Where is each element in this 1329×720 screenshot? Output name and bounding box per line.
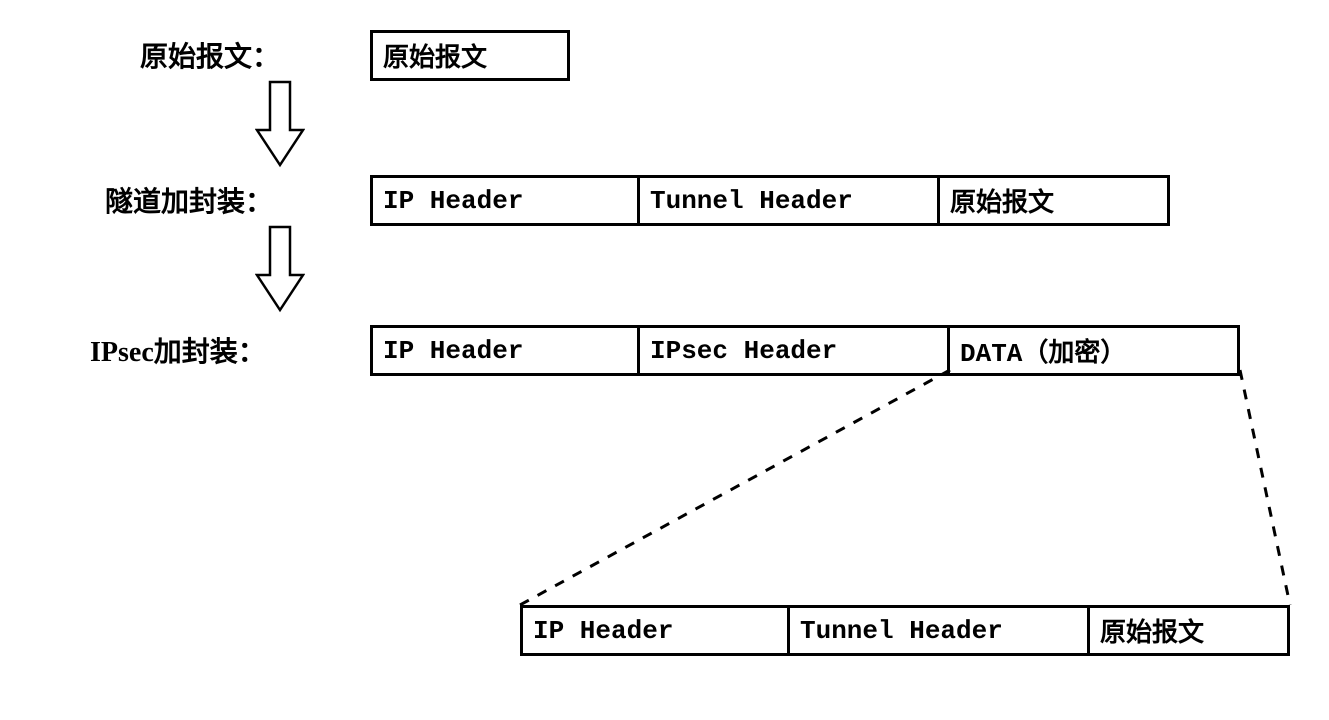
arrow-2 <box>255 225 305 320</box>
cell-ipsec-2: DATA（加密） <box>950 325 1240 376</box>
label-tunnel: 隧道加封装： <box>105 180 273 220</box>
label-ipsec-text: IPsec加封装： <box>90 337 266 368</box>
cell-ipsec-0: IP Header <box>370 325 640 376</box>
row-ipsec: IP Header IPsec Header DATA（加密） <box>370 325 1240 376</box>
cell-expanded-2: 原始报文 <box>1090 605 1290 656</box>
cell-ipsec-1: IPsec Header <box>640 325 950 376</box>
label-original: 原始报文： <box>140 35 280 75</box>
cell-tunnel-0: IP Header <box>370 175 640 226</box>
cell-tunnel-2: 原始报文 <box>940 175 1170 226</box>
row-tunnel: IP Header Tunnel Header 原始报文 <box>370 175 1170 226</box>
cell-expanded-1: Tunnel Header <box>790 605 1090 656</box>
row-expanded: IP Header Tunnel Header 原始报文 <box>520 605 1290 656</box>
row-original: 原始报文 <box>370 30 570 81</box>
label-original-text: 原始报文： <box>140 42 280 73</box>
cell-expanded-0: IP Header <box>520 605 790 656</box>
cell-original-0: 原始报文 <box>370 30 570 81</box>
label-ipsec: IPsec加封装： <box>90 330 266 370</box>
label-tunnel-text: 隧道加封装： <box>105 187 273 218</box>
cell-tunnel-1: Tunnel Header <box>640 175 940 226</box>
packet-encapsulation-diagram: 原始报文： 原始报文 隧道加封装： IP Header Tunnel Heade… <box>40 30 1300 690</box>
arrow-1 <box>255 80 305 175</box>
